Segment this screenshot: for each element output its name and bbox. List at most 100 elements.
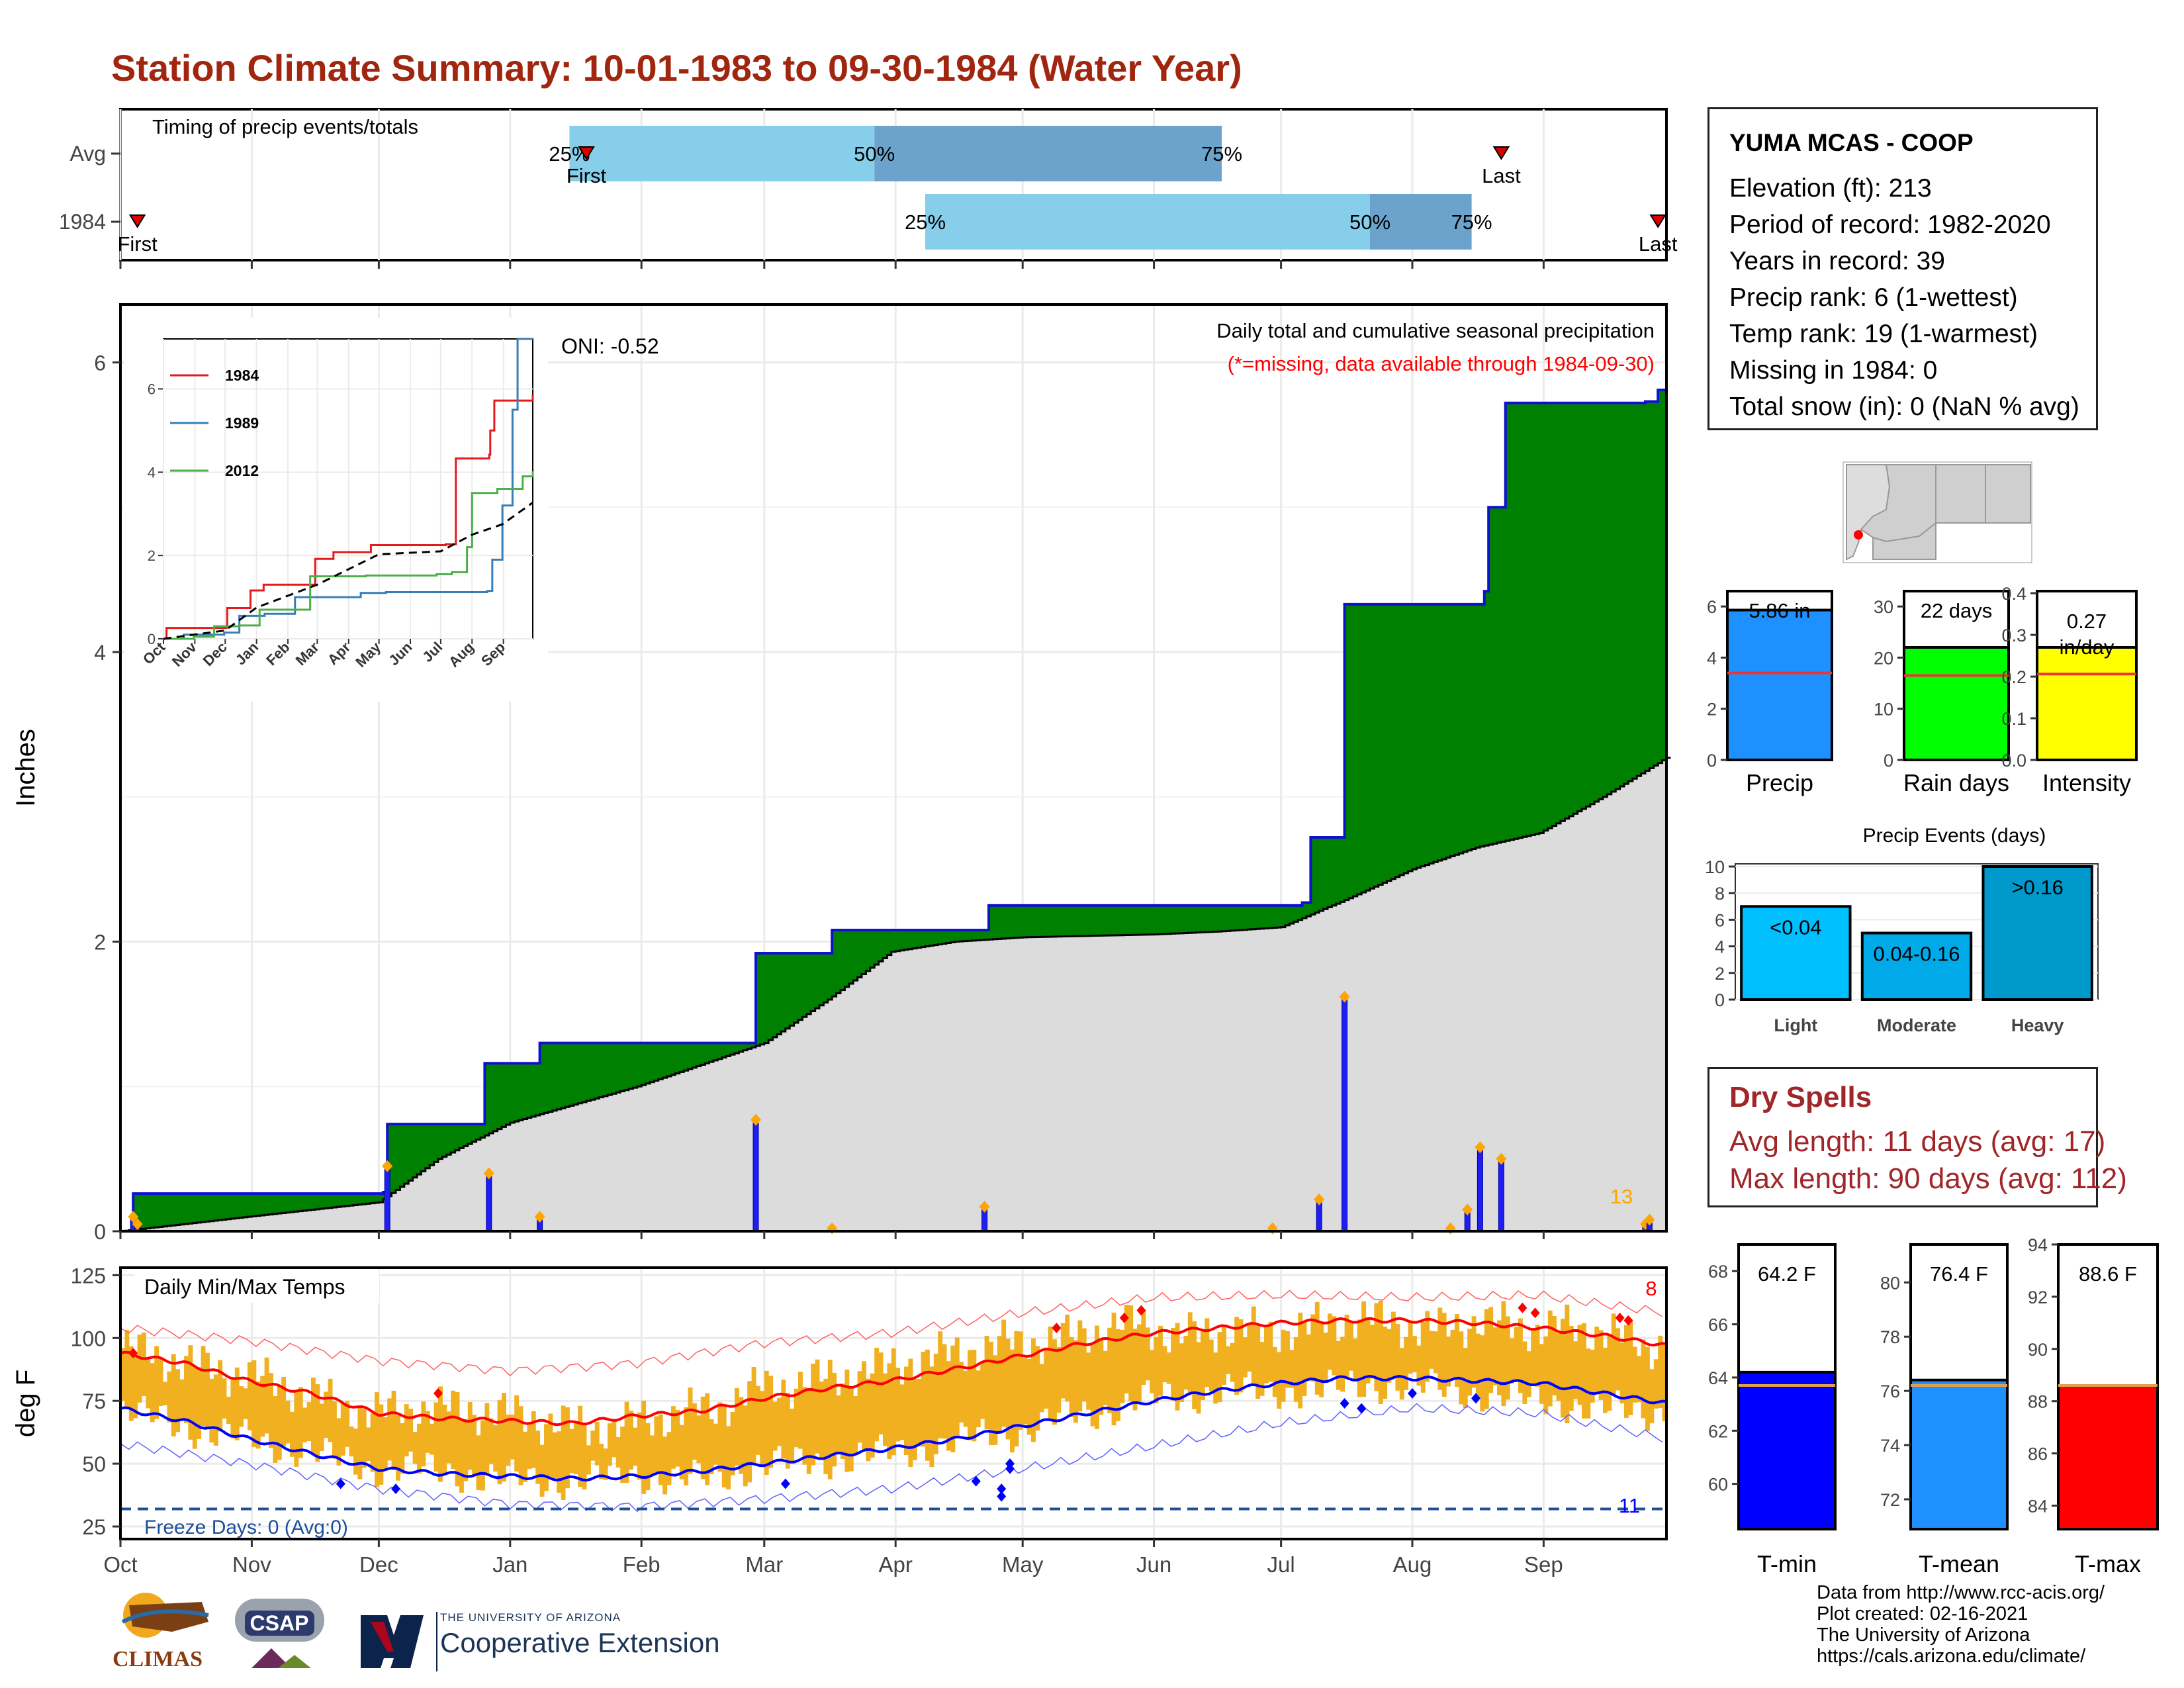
daily-temp-bar bbox=[1437, 1307, 1443, 1390]
surplus-fill bbox=[163, 1194, 167, 1227]
daily-temp-bar bbox=[438, 1386, 443, 1482]
surplus-fill bbox=[1480, 604, 1485, 847]
x-tick-label: Aug bbox=[1393, 1552, 1432, 1577]
daily-temp-bar bbox=[1158, 1325, 1163, 1396]
daily-temp-bar bbox=[226, 1396, 231, 1425]
surplus-fill bbox=[823, 953, 829, 1003]
summary-y-tick: 66 bbox=[1708, 1315, 1728, 1335]
surplus-fill bbox=[917, 930, 922, 948]
daily-temp-bar bbox=[1514, 1327, 1519, 1380]
y-tick-label: 100 bbox=[71, 1327, 106, 1350]
surplus-fill bbox=[336, 1194, 341, 1207]
precip-days-count: 13 bbox=[1610, 1185, 1633, 1208]
daily-temp-bar bbox=[1179, 1343, 1184, 1403]
daily-temp-bar bbox=[1056, 1346, 1062, 1413]
daily-temp-bar bbox=[197, 1367, 202, 1440]
daily-temp-bar bbox=[1145, 1327, 1150, 1381]
record-low-count: 11 bbox=[1619, 1494, 1640, 1517]
surplus-fill bbox=[933, 930, 938, 945]
daily-temp-bar bbox=[1319, 1323, 1324, 1397]
surplus-fill bbox=[455, 1124, 460, 1150]
daily-temp-bar bbox=[425, 1411, 430, 1453]
daily-temp-bar bbox=[1391, 1311, 1396, 1378]
surplus-fill bbox=[887, 930, 892, 955]
y-tick-label: 50 bbox=[82, 1452, 106, 1476]
temps-panel: 25 50 75 100 125 Oct Nov Dec Jan Feb Mar Apr May Jun J… bbox=[11, 1264, 1668, 1577]
surplus-fill bbox=[294, 1194, 299, 1212]
record-low-marker bbox=[971, 1476, 981, 1487]
daily-temp-bar bbox=[1412, 1336, 1417, 1373]
daily-temp-bar bbox=[1459, 1331, 1464, 1405]
record-low-marker bbox=[1340, 1398, 1349, 1409]
surplus-fill bbox=[248, 1194, 252, 1217]
daily-temp-bar bbox=[730, 1411, 735, 1476]
info-elevation: Elevation (ft): 213 bbox=[1729, 174, 1932, 203]
daily-temp-bar bbox=[1344, 1315, 1349, 1379]
summary-bars: 0 2 4 6 5.86 in Precip 0 10 20 30 22 days Rain days… bbox=[1707, 584, 2138, 796]
surplus-fill bbox=[1145, 905, 1150, 935]
surplus-fill bbox=[1395, 604, 1400, 877]
daily-precip-marker bbox=[1339, 990, 1350, 1003]
surplus-fill bbox=[1120, 905, 1125, 935]
daily-temp-bar bbox=[756, 1385, 760, 1455]
summary-y-tick: 20 bbox=[1874, 648, 1893, 668]
summary-value-label: 88.6 F bbox=[2079, 1262, 2137, 1286]
surplus-fill bbox=[514, 1063, 520, 1122]
y-tick-label: 25 bbox=[82, 1515, 106, 1539]
surplus-fill bbox=[827, 953, 833, 1000]
record-high-marker bbox=[1518, 1302, 1527, 1313]
summary-y-tick: 0 bbox=[1707, 751, 1717, 771]
surplus-fill bbox=[1234, 905, 1240, 931]
summary-y-tick: 92 bbox=[2028, 1288, 2048, 1307]
daily-temp-bar bbox=[921, 1352, 926, 1447]
daily-temp-bar bbox=[557, 1431, 562, 1493]
surplus-fill bbox=[832, 930, 837, 997]
info-temp-rank: Temp rank: 19 (1-warmest) bbox=[1729, 320, 2038, 348]
surplus-fill bbox=[1658, 390, 1663, 763]
last-label: Last bbox=[1482, 164, 1521, 187]
daily-temp-bar bbox=[1196, 1342, 1201, 1414]
daily-temp-bar bbox=[848, 1387, 854, 1472]
surplus-fill bbox=[1594, 402, 1600, 802]
daily-temp-bar bbox=[315, 1384, 320, 1462]
daily-temp-bar bbox=[933, 1353, 938, 1454]
surplus-fill bbox=[1484, 591, 1489, 846]
daily-temp-bar bbox=[1090, 1344, 1095, 1427]
daily-temp-bar bbox=[230, 1379, 236, 1439]
surplus-fill bbox=[1213, 905, 1218, 932]
surplus-fill bbox=[1607, 402, 1612, 794]
daily-temp-bar bbox=[353, 1429, 358, 1475]
daily-temp-bar bbox=[1374, 1303, 1379, 1391]
record-high-marker bbox=[1052, 1323, 1062, 1334]
q75-label: 75% bbox=[1201, 142, 1242, 165]
daily-temp-bar bbox=[1154, 1336, 1159, 1403]
surplus-fill bbox=[878, 930, 884, 962]
daily-temp-bar bbox=[383, 1417, 388, 1469]
daily-temp-bar bbox=[629, 1411, 633, 1470]
surplus-fill bbox=[417, 1124, 422, 1175]
inset-y-tick: 2 bbox=[148, 547, 156, 564]
surplus-fill bbox=[976, 930, 981, 941]
daily-temp-bar bbox=[488, 1418, 494, 1464]
surplus-fill bbox=[421, 1124, 426, 1172]
daily-temp-bar bbox=[294, 1391, 299, 1467]
surplus-fill bbox=[1060, 905, 1066, 937]
surplus-fill bbox=[679, 1043, 684, 1072]
surplus-fill bbox=[1332, 837, 1337, 906]
daily-temp-bar bbox=[209, 1378, 214, 1443]
credits: Data from http://www.rcc-acis.org/ Plot … bbox=[1817, 1582, 2105, 1667]
daily-temp-bar bbox=[654, 1416, 659, 1473]
surplus-fill bbox=[700, 1043, 705, 1065]
x-tick-label: Oct bbox=[103, 1552, 137, 1577]
surplus-fill bbox=[552, 1043, 557, 1111]
daily-temp-bar bbox=[527, 1425, 532, 1470]
daily-precip-marker bbox=[483, 1167, 494, 1180]
surplus-fill bbox=[1077, 905, 1083, 937]
surplus-fill bbox=[848, 930, 854, 984]
surplus-fill bbox=[1272, 905, 1277, 928]
daily-temp-bar bbox=[929, 1366, 934, 1468]
surplus-fill bbox=[654, 1043, 659, 1081]
surplus-fill bbox=[1158, 905, 1163, 935]
surplus-fill bbox=[1230, 905, 1235, 931]
surplus-fill bbox=[1518, 402, 1523, 838]
